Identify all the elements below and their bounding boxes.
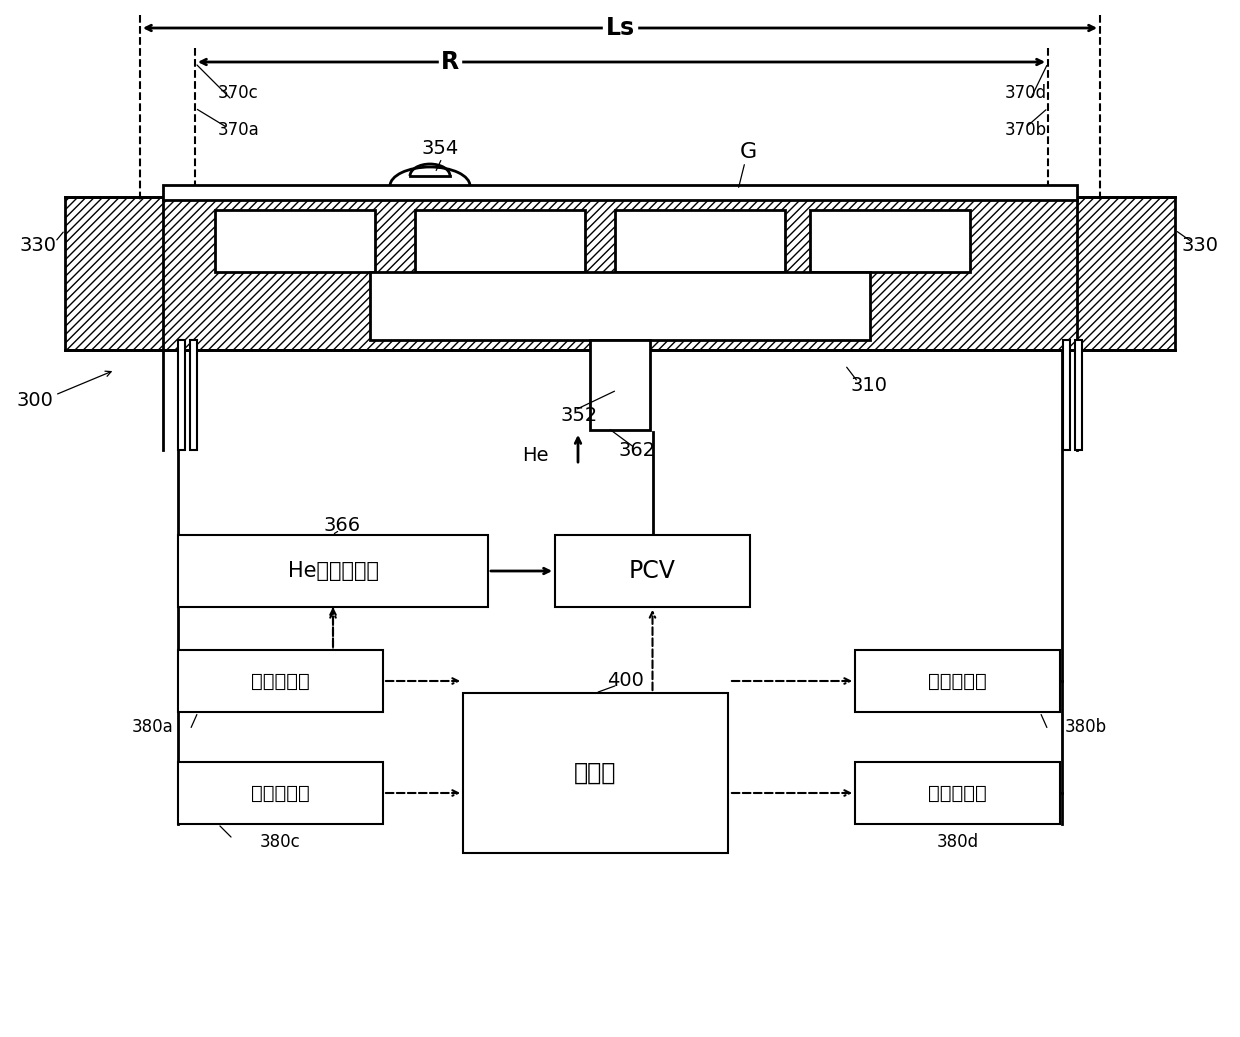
Bar — [179, 650, 383, 712]
Bar — [190, 340, 197, 450]
Text: 压力传感器: 压力传感器 — [928, 784, 987, 803]
Text: 控制部: 控制部 — [574, 761, 616, 785]
Bar — [856, 650, 1060, 712]
Text: 380a: 380a — [131, 718, 174, 736]
Text: 330: 330 — [1182, 235, 1219, 254]
Text: G: G — [740, 142, 758, 162]
Text: He: He — [522, 446, 548, 465]
Bar — [64, 197, 165, 351]
Bar — [590, 340, 650, 430]
Bar — [415, 211, 585, 272]
Bar — [463, 693, 728, 853]
Bar — [162, 197, 1078, 351]
Text: PCV: PCV — [629, 559, 676, 583]
Text: 366: 366 — [324, 515, 361, 534]
Bar — [179, 762, 383, 824]
Text: Ls: Ls — [605, 16, 635, 40]
Bar — [1075, 340, 1083, 450]
Text: 380d: 380d — [936, 833, 978, 851]
Bar — [370, 272, 870, 340]
Bar — [615, 211, 785, 272]
Bar — [64, 197, 165, 351]
Text: 370c: 370c — [218, 84, 259, 102]
Text: 380c: 380c — [260, 833, 301, 851]
Bar — [1075, 197, 1176, 351]
Bar — [215, 211, 374, 272]
Text: 380b: 380b — [1065, 718, 1107, 736]
Text: 300: 300 — [16, 391, 53, 410]
Text: 压力传感器: 压力传感器 — [928, 672, 987, 691]
Text: 压力传感器: 压力传感器 — [252, 784, 310, 803]
Bar — [162, 185, 1078, 200]
Text: 354: 354 — [422, 139, 459, 158]
Text: 370a: 370a — [218, 121, 259, 139]
Text: 400: 400 — [608, 672, 644, 691]
Text: 330: 330 — [20, 235, 57, 254]
Text: 370b: 370b — [1004, 121, 1047, 139]
Text: 370d: 370d — [1004, 84, 1047, 102]
Text: He气体供给源: He气体供给源 — [288, 561, 378, 581]
Text: 352: 352 — [560, 405, 598, 424]
Text: 362: 362 — [618, 441, 655, 459]
Bar — [556, 535, 750, 607]
Bar — [179, 340, 185, 450]
Bar — [179, 535, 489, 607]
Text: 310: 310 — [849, 375, 887, 394]
Text: R: R — [441, 50, 459, 74]
Text: 压力传感器: 压力传感器 — [252, 672, 310, 691]
Bar — [1063, 340, 1070, 450]
Bar — [162, 197, 1078, 351]
Bar — [856, 762, 1060, 824]
Bar — [1075, 197, 1176, 351]
Bar — [810, 211, 970, 272]
